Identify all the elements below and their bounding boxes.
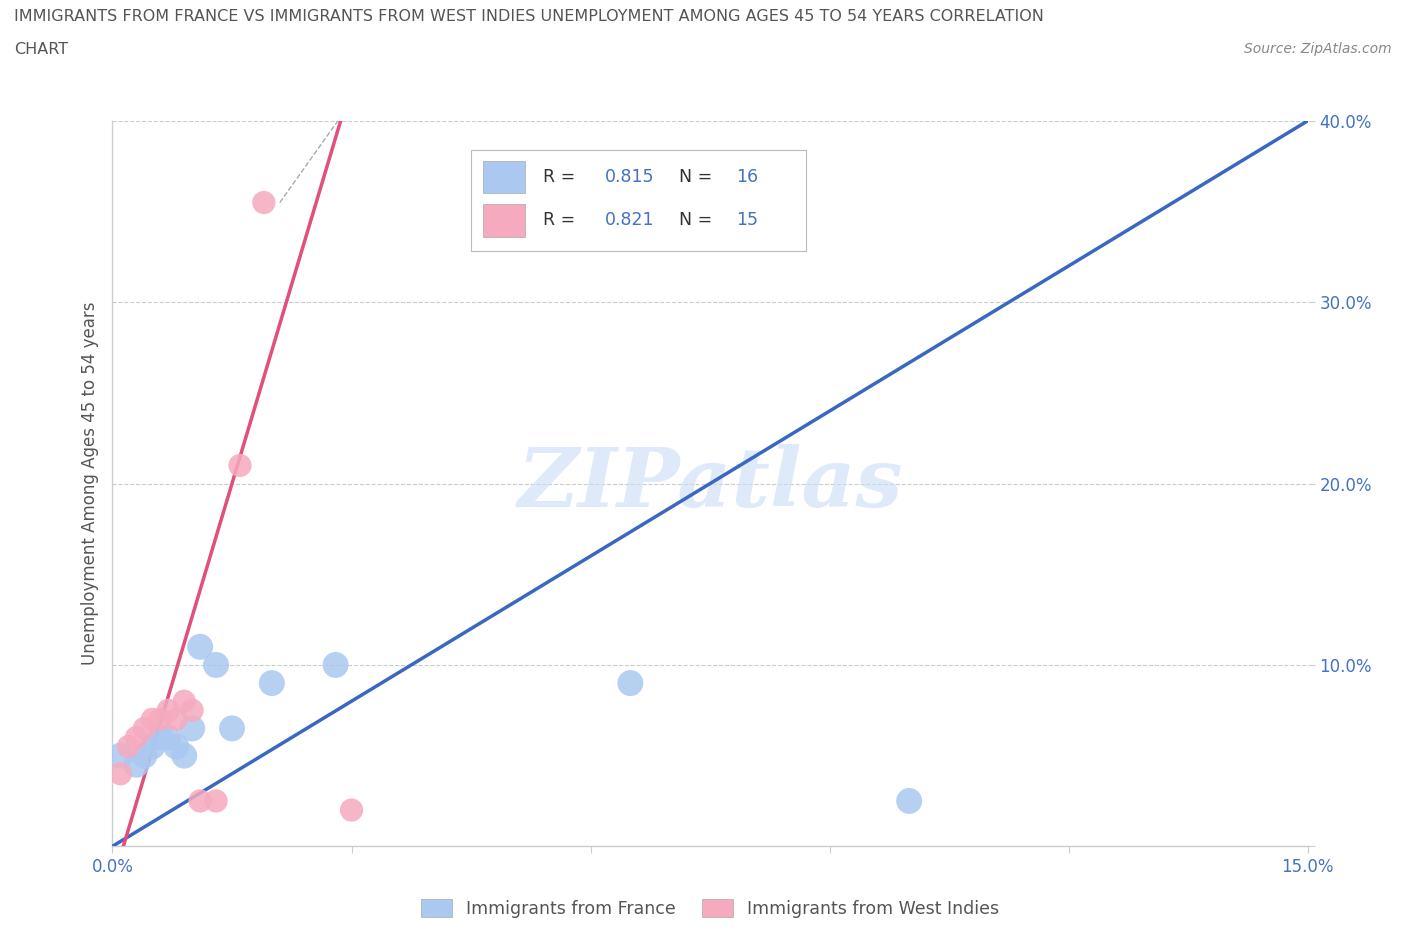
Point — [205, 793, 228, 808]
Point — [221, 721, 243, 736]
Text: Source: ZipAtlas.com: Source: ZipAtlas.com — [1244, 42, 1392, 56]
Point — [165, 712, 187, 727]
Point — [117, 739, 139, 754]
Point — [898, 793, 921, 808]
Text: 15: 15 — [737, 210, 758, 229]
Text: 0.815: 0.815 — [605, 167, 654, 186]
Point — [157, 703, 180, 718]
Text: 16: 16 — [737, 167, 758, 186]
Point — [110, 766, 132, 781]
Legend: Immigrants from France, Immigrants from West Indies: Immigrants from France, Immigrants from … — [413, 892, 1007, 924]
Point — [188, 793, 211, 808]
Point — [149, 712, 172, 727]
Point — [141, 712, 163, 727]
Point — [181, 721, 204, 736]
Point — [110, 748, 132, 763]
Point — [125, 757, 148, 772]
Point — [619, 675, 641, 690]
Text: R =: R = — [543, 210, 581, 229]
Point — [165, 739, 187, 754]
FancyBboxPatch shape — [471, 150, 806, 251]
FancyBboxPatch shape — [484, 205, 524, 237]
Point — [188, 640, 211, 655]
Text: IMMIGRANTS FROM FRANCE VS IMMIGRANTS FROM WEST INDIES UNEMPLOYMENT AMONG AGES 45: IMMIGRANTS FROM FRANCE VS IMMIGRANTS FRO… — [14, 9, 1043, 24]
Text: CHART: CHART — [14, 42, 67, 57]
Text: R =: R = — [543, 167, 581, 186]
Point — [149, 730, 172, 745]
Point — [173, 694, 195, 709]
Point — [134, 748, 156, 763]
Point — [205, 658, 228, 672]
Point — [260, 675, 283, 690]
Point — [134, 721, 156, 736]
Text: N =: N = — [668, 167, 718, 186]
Point — [173, 748, 195, 763]
Point — [325, 658, 347, 672]
Text: ZIPatlas: ZIPatlas — [517, 444, 903, 524]
Point — [253, 195, 276, 210]
Point — [229, 458, 252, 473]
Text: N =: N = — [668, 210, 718, 229]
FancyBboxPatch shape — [484, 161, 524, 193]
Point — [157, 730, 180, 745]
Point — [340, 803, 363, 817]
Point — [125, 730, 148, 745]
Y-axis label: Unemployment Among Ages 45 to 54 years: Unemployment Among Ages 45 to 54 years — [80, 302, 98, 665]
Point — [141, 739, 163, 754]
Text: 0.821: 0.821 — [605, 210, 654, 229]
Point — [181, 703, 204, 718]
